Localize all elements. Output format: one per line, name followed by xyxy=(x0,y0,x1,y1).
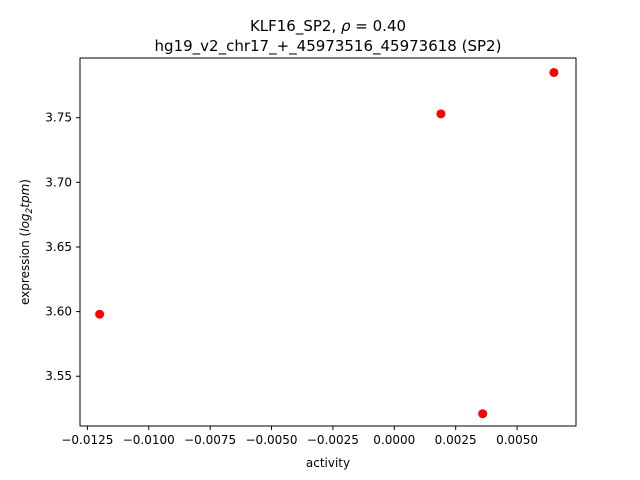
x-tick-label: 0.0025 xyxy=(435,433,477,447)
data-point-2 xyxy=(436,109,446,119)
y-tick-label: 3.55 xyxy=(45,369,72,383)
data-point-4 xyxy=(549,67,559,77)
y-tick-label: 3.75 xyxy=(45,111,72,125)
y-axis-label: expression (log2tpm) xyxy=(18,179,35,305)
y-axis-label-sub: 2 xyxy=(25,207,35,213)
x-tick-label: −0.0125 xyxy=(61,433,113,447)
plot-frame xyxy=(79,57,577,427)
chart-title-line1: KLF16_SP2, ρ = 0.40 xyxy=(250,17,406,36)
x-tick-label: −0.0075 xyxy=(184,433,236,447)
x-tick-label: 0.0050 xyxy=(496,433,538,447)
chart-title-rho-symbol: ρ xyxy=(341,17,351,35)
x-tick-label: −0.0025 xyxy=(307,433,359,447)
x-axis-label: activity xyxy=(306,456,350,470)
x-axis-ticks: −0.0125 −0.0100 −0.0075 −0.0050 −0.0025 0.000… xyxy=(61,426,538,447)
chart-title-line2: hg19_v2_chr17_+_45973516_45973618 (SP2) xyxy=(155,37,502,56)
x-tick-label: −0.0050 xyxy=(246,433,298,447)
y-tick-label: 3.60 xyxy=(45,305,72,319)
y-tick-label: 3.70 xyxy=(45,175,72,189)
y-axis-label-log: log xyxy=(18,213,32,232)
y-axis-label-prefix: expression ( xyxy=(18,232,32,305)
plot-area xyxy=(79,57,577,427)
points-layer xyxy=(95,67,559,419)
data-point-1 xyxy=(95,309,105,319)
y-axis-label-tpm: tpm xyxy=(18,184,32,208)
x-tick-label: 0.0000 xyxy=(373,433,415,447)
y-axis-label-suffix: ) xyxy=(18,179,32,184)
chart-title-prefix: KLF16_SP2, xyxy=(250,17,341,36)
y-axis-ticks: 3.55 3.60 3.65 3.70 3.75 xyxy=(45,111,80,383)
x-tick-label: −0.0100 xyxy=(123,433,175,447)
data-point-3 xyxy=(478,409,488,419)
chart-title-rho-value: = 0.40 xyxy=(351,17,407,35)
y-tick-label: 3.65 xyxy=(45,240,72,254)
